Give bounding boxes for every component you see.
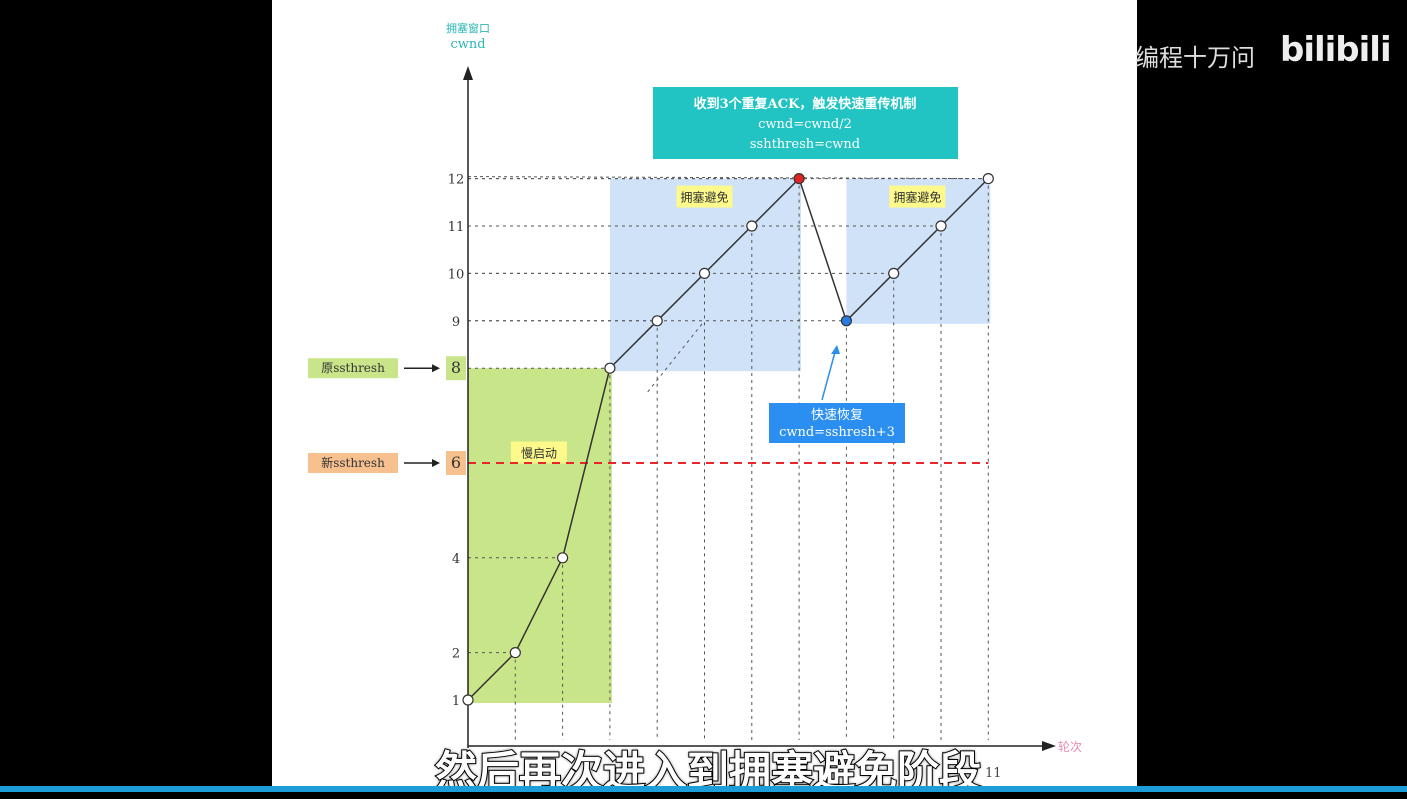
fast-recovery-arrow-icon [831,345,840,354]
y-axis-arrow-icon [463,66,473,80]
data-point [557,552,569,564]
ssthresh-label: 新ssthresh [321,455,385,470]
ssthresh-tag [308,453,398,473]
y-tick-label: 9 [452,315,460,330]
x-axis-arrow-icon [1042,741,1056,751]
phase-label: 拥塞避免 [893,190,941,205]
y-tick-label: 4 [452,552,460,567]
y-axis-label-cn: 拥塞窗口 [446,21,490,35]
y-tick-label: 10 [448,267,465,282]
fast-recovery-text: 快速恢复 [811,408,863,423]
y-tick-label: 8 [451,358,461,377]
video-progress-bar[interactable] [0,786,1407,792]
x-axis-label: 轮次 [1058,740,1082,754]
data-point [840,315,853,327]
fast-recovery-text: cwnd=sshresh+3 [779,425,895,440]
fast-retransmit-text: sshthresh=cwnd [750,137,860,152]
y-tick-label: 11 [448,220,465,235]
fast-retransmit-text: cwnd=cwnd/2 [758,117,852,132]
y-tick-label: 12 [448,173,465,188]
phase-label-bg [889,185,946,208]
data-point [746,220,758,232]
ssthresh-tag [308,358,398,379]
fast-retransmit-box [653,87,958,159]
data-point [509,646,521,659]
y-tick-highlight [446,356,466,381]
data-point [935,220,947,232]
y-axis-label: cwnd [450,37,485,52]
ssthresh-arrow-icon [432,364,440,373]
fast-retransmit-text: 收到3个重复ACK，触发快速重传机制 [694,96,917,112]
data-point [793,173,805,185]
data-point [651,315,663,327]
bilibili-logo: bilibili [1280,30,1392,70]
y-tick-label: 6 [451,453,461,472]
phase-label: 拥塞避免 [680,190,728,205]
phase-label: 慢启动 [521,447,557,461]
data-point [982,173,994,185]
data-point [698,267,711,279]
channel-watermark: 编程十万问 [1135,44,1255,72]
ssthresh-label: 原ssthresh [321,361,385,375]
phase-label-bg [510,441,567,464]
data-point [604,362,616,374]
x-tick-label: 11 [985,766,1002,781]
fast-recovery-arrow-line [821,351,836,401]
guide-horizontal [467,176,989,180]
guide-diagonal [647,320,705,393]
slide: 慢启动 拥塞避免 拥塞避免 拥塞窗口 cwnd 轮次 11 1 2 4 6 8 9 10 11 12 原ssth… [272,0,1137,792]
y-tick-highlight [446,451,466,475]
phase-label-bg [676,185,733,208]
fast-recovery-box [769,403,905,443]
ssthresh-arrow-icon [432,459,440,467]
cwnd-line [467,177,989,701]
phase-region [468,368,612,703]
y-tick-label: 2 [452,647,460,662]
data-point [888,267,900,279]
y-tick-label: 1 [452,694,460,709]
data-point [462,694,474,706]
